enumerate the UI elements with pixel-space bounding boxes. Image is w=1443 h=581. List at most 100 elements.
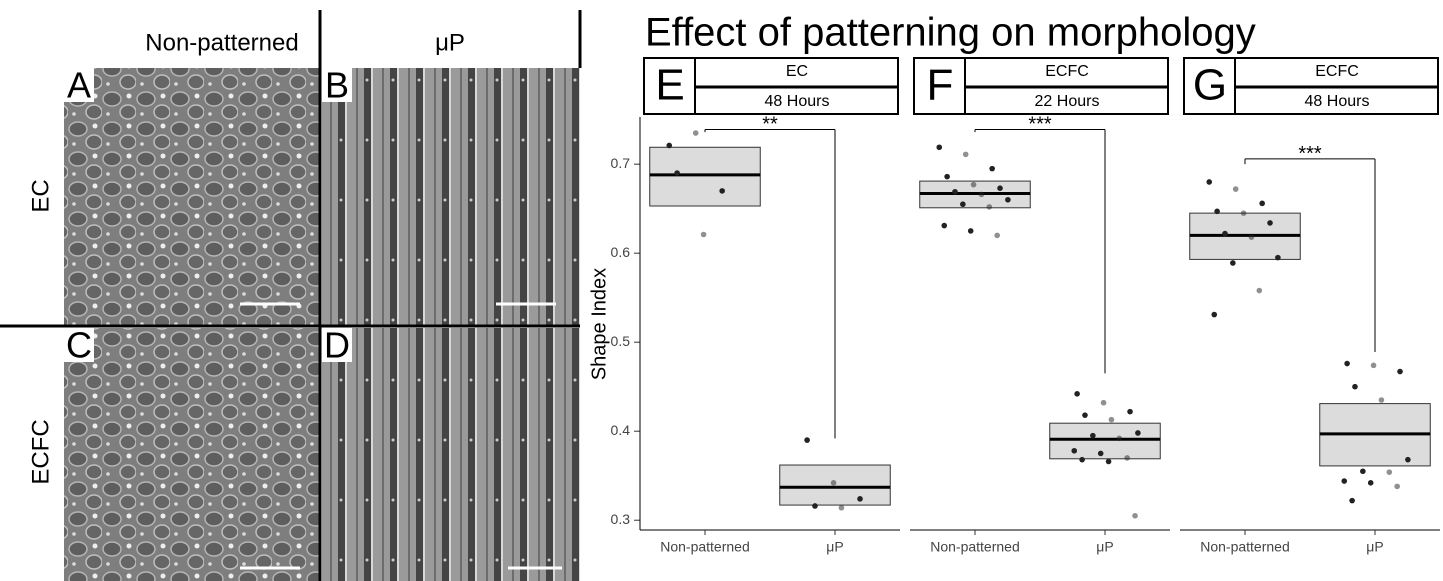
point [1108,416,1115,423]
point [941,222,948,229]
y-tick-label: 0.5 [611,333,631,349]
point [1344,360,1350,367]
micrograph [64,328,320,581]
y-tick-label: 0.7 [611,155,631,171]
point [1259,200,1265,207]
point [1386,469,1393,475]
point [1275,254,1281,261]
point [936,144,943,151]
point [666,142,673,149]
point [989,165,995,172]
facet-time: 22 Hours [1035,93,1100,110]
chart-title: Effect of patterning on morphology [645,11,1256,55]
point [804,437,810,443]
point [1097,450,1104,457]
point [994,232,1000,239]
box [1049,422,1161,460]
facet-cell: ECFC [1315,63,1359,80]
point [1367,480,1374,486]
point [674,170,680,176]
micrographs: A B C D Non-patterned μP EC ECFC [0,10,582,581]
facet-time: 48 Hours [765,93,830,110]
point [1360,468,1366,475]
facet-letter: E [655,61,684,110]
point [1100,399,1107,406]
x-tick-label: Non-patterned [660,539,750,555]
point [1378,397,1385,403]
point [1214,208,1220,215]
point [1248,234,1255,240]
x-tick-label: μP [1366,539,1383,555]
point [1079,456,1085,463]
point [857,496,863,502]
x-tick-label: Non-patterned [1200,539,1290,555]
panel-letter: A [67,65,91,106]
facet-cell: ECFC [1045,63,1089,80]
point [1116,435,1123,442]
column-label: μP [435,29,465,56]
point [1082,412,1088,418]
point [1370,362,1377,369]
y-tick-label: 0.6 [611,244,631,260]
point [1074,391,1080,397]
point [1105,458,1112,465]
point [978,191,985,198]
point [952,188,958,195]
point [1341,478,1348,484]
point [970,181,977,188]
x-tick-label: Non-patterned [930,539,1020,555]
point [830,480,837,486]
point [1090,432,1096,439]
point [838,504,845,511]
panel-letter: D [324,325,350,366]
point [1405,456,1411,463]
point [700,231,707,238]
row-label: ECFC [27,419,54,484]
point [1240,210,1247,216]
point [1206,179,1213,185]
significance-label: *** [1298,143,1322,165]
point [1397,368,1403,375]
facet-time: 48 Hours [1305,93,1370,110]
micrograph [322,328,580,581]
point [967,228,974,234]
panel-letter-box [64,68,94,102]
point [1256,287,1263,294]
point [1352,383,1358,390]
point [1135,430,1141,436]
panel-letter: C [66,325,92,366]
point [1267,220,1273,226]
point [986,204,993,210]
micrograph [322,68,580,325]
point [1394,483,1400,490]
significance-label: ** [762,114,778,136]
significance-label: *** [1028,114,1052,136]
facet-cell: EC [786,63,808,80]
point [997,185,1003,192]
point [1071,447,1078,454]
point [944,173,950,180]
panel-letter: B [325,65,349,106]
box [649,146,761,207]
x-tick-label: μP [1096,539,1113,555]
point [692,130,699,136]
panel-letter-box [64,328,94,362]
point [812,503,818,509]
panel-letter-box [322,68,352,102]
y-tick-label: 0.3 [611,511,631,527]
point [1124,455,1130,461]
column-label: Non-patterned [145,29,298,56]
y-tick-label: 0.4 [611,422,631,438]
facet-letter: G [1193,61,1227,110]
point [962,151,969,158]
point [1211,311,1218,318]
y-axis-label: Shape Index [588,268,610,380]
point [960,201,966,208]
micrograph [64,68,320,325]
x-tick-label: μP [826,539,843,555]
point [1222,230,1228,237]
point [719,188,725,194]
point [1230,260,1236,266]
point [1349,497,1355,504]
point [1127,408,1133,415]
